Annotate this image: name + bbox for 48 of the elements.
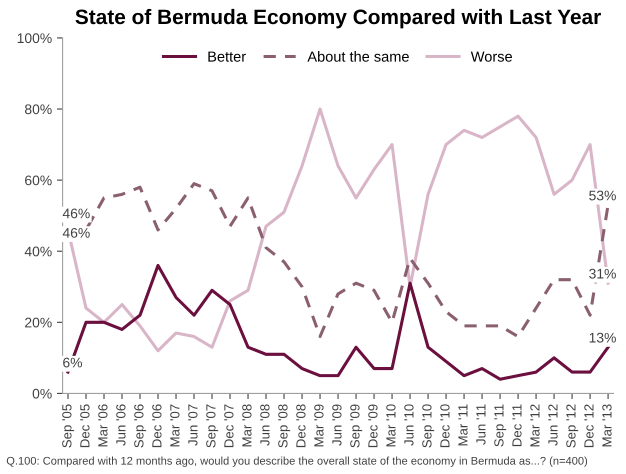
x-tick-label: Jun '07 xyxy=(188,404,198,446)
legend-label: Better xyxy=(208,52,246,62)
legend-label: Worse xyxy=(470,52,512,62)
x-tick-label: Mar '06 xyxy=(98,404,108,446)
y-tick-label: 100% xyxy=(18,33,52,44)
x-tick-label: Sep '10 xyxy=(422,404,434,448)
x-tick-label: Sep '05 xyxy=(62,404,74,448)
y-tick-label: 40% xyxy=(24,246,52,256)
x-tick-label: Jun '11 xyxy=(476,404,486,445)
x-tick-label: Mar '13 xyxy=(602,404,612,446)
x-tick-label: Sep '06 xyxy=(134,404,146,448)
y-tick-label: 20% xyxy=(25,318,52,328)
x-tick-label: Sep '07 xyxy=(206,404,218,448)
y-tick-label: 60% xyxy=(25,175,52,186)
chart-title: State of Bermuda Economy Compared with Last Year xyxy=(75,8,601,28)
data-label: 53% xyxy=(589,190,616,200)
x-tick-label: Dec '05 xyxy=(80,404,90,448)
text: Q.100: Compared with 12 months ago, would you describe the overall state of the economy in Bermuda as...? (n=400) xyxy=(6,456,588,467)
x-tick-label: Jun '09 xyxy=(332,404,342,446)
x-tick-label: Dec '11 xyxy=(512,404,522,446)
x-tick-label: Mar '08 xyxy=(242,404,252,446)
x-tick-label: Mar '12 xyxy=(530,404,540,446)
x-tick-label: Dec '08 xyxy=(296,404,306,448)
x-tick-label: Dec '09 xyxy=(368,404,378,448)
data-label: 46% xyxy=(62,228,90,238)
x-tick-label: Sep '11 xyxy=(494,404,506,447)
x-tick-label: Sep '09 xyxy=(350,404,362,448)
x-tick-label: Jun '06 xyxy=(116,404,126,446)
x-tick-label: Mar '09 xyxy=(314,404,324,446)
x-tick-label: Mar '10 xyxy=(386,404,396,446)
data-label: 31% xyxy=(589,268,616,279)
x-tick-label: Jun '12 xyxy=(548,404,558,446)
x-tick-label: Dec '07 xyxy=(224,404,234,448)
x-tick-label: Dec '06 xyxy=(152,404,162,448)
data-label: 6% xyxy=(63,358,82,368)
legend-label: About the same xyxy=(307,51,409,62)
data-label: 13% xyxy=(590,332,616,343)
x-tick-label: Dec '12 xyxy=(584,404,594,448)
x-tick-label: Mar '11 xyxy=(458,404,468,446)
x-tick-label: Jun '10 xyxy=(404,404,414,446)
y-tick-label: 0% xyxy=(32,388,52,399)
x-tick-label: Mar '07 xyxy=(170,404,180,446)
x-tick-label: Dec '10 xyxy=(440,404,450,448)
x-tick-label: Sep '08 xyxy=(278,404,290,448)
x-tick-label: Jun '08 xyxy=(260,404,270,446)
y-tick-label: 80% xyxy=(24,104,52,114)
data-label: 46% xyxy=(62,208,90,218)
x-tick-label: Sep '12 xyxy=(566,404,578,448)
